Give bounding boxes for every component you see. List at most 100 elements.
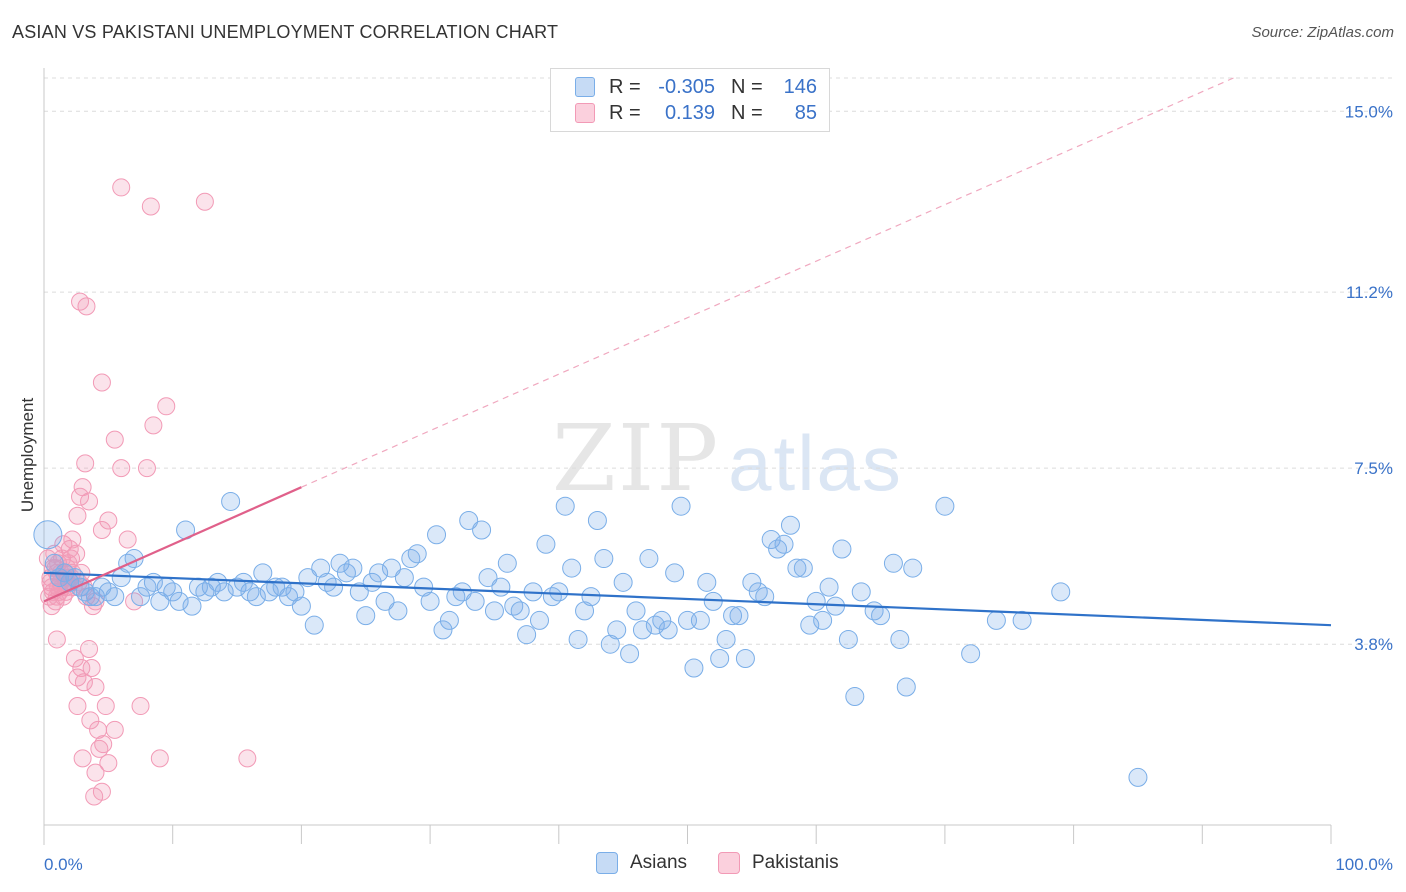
- asian-point: [716, 629, 736, 649]
- asian-point: [394, 568, 414, 588]
- pakistani-point: [92, 373, 111, 392]
- pakistani-point: [86, 678, 105, 697]
- asian-point: [935, 496, 955, 516]
- asian-point: [658, 620, 678, 640]
- tick-labels: 3.8% 7.5% 11.2% 15.0% 0.0% 100.0%: [44, 102, 1393, 874]
- asian-point: [806, 591, 826, 611]
- asian-point: [581, 587, 601, 607]
- pakistani-point: [63, 530, 82, 549]
- asian-point: [111, 568, 131, 588]
- asian-point: [639, 549, 659, 569]
- asian-point: [890, 629, 910, 649]
- asian-point: [594, 549, 614, 569]
- asian-point: [986, 610, 1006, 630]
- legend-label-asians: Asians: [630, 852, 688, 873]
- asian-point: [568, 629, 588, 649]
- asian-point: [600, 634, 620, 654]
- pakistani-trend-line: [43, 486, 302, 603]
- asian-point: [903, 558, 923, 578]
- asian-point: [497, 553, 517, 573]
- pakistani-swatch-icon: [575, 103, 595, 123]
- asian-point: [452, 582, 472, 602]
- asian-point: [478, 568, 498, 588]
- asian-point: [845, 687, 865, 707]
- legend-label-pakistanis: Pakistanis: [752, 852, 839, 873]
- pakistani-point: [99, 754, 118, 773]
- legend-r-label: R =: [609, 101, 641, 124]
- y-tick-label: 11.2%: [1346, 283, 1393, 302]
- pakistani-point: [105, 430, 124, 449]
- pakistani-point: [92, 521, 111, 540]
- asian-point: [607, 620, 627, 640]
- asian-point: [420, 591, 440, 611]
- pakistani-point: [131, 697, 150, 716]
- asian-point: [536, 534, 556, 554]
- asian-point: [349, 582, 369, 602]
- asian-point: [253, 563, 273, 583]
- asian-point: [838, 629, 858, 649]
- asian-point: [407, 544, 427, 564]
- watermark-atlas: atlas: [728, 419, 903, 507]
- asian-point: [555, 496, 575, 516]
- asian-point: [369, 563, 389, 583]
- asian-point: [787, 558, 807, 578]
- source-label: Source: ZipAtlas.com: [1251, 24, 1394, 41]
- pakistani-point: [92, 782, 111, 801]
- asian-point: [221, 491, 241, 511]
- asian-point: [562, 558, 582, 578]
- pakistani-legend-icon: [718, 852, 740, 874]
- pakistani-point: [68, 668, 87, 687]
- asian-point: [343, 558, 363, 578]
- legend-r-value: 0.139: [664, 101, 715, 124]
- legend-n-label: N =: [731, 101, 763, 124]
- asian-point: [1051, 582, 1071, 602]
- trend-lines: [43, 77, 1332, 627]
- legend-n-value: 146: [783, 75, 817, 98]
- pakistani-point: [74, 673, 93, 692]
- asian-point: [832, 539, 852, 559]
- pakistani-point: [81, 711, 100, 730]
- pakistani-point: [82, 658, 101, 677]
- pakistani-points: [38, 178, 257, 806]
- asian-point: [150, 591, 170, 611]
- legend-row-pakistanis: R = 0.139 N = 85: [575, 100, 817, 126]
- asian-point: [311, 558, 331, 578]
- asian-point: [510, 601, 530, 621]
- pakistani-point: [76, 454, 95, 473]
- asian-point: [813, 610, 833, 630]
- asian-point: [381, 558, 401, 578]
- legend-item-asians[interactable]: Asians: [596, 852, 687, 874]
- asian-point: [169, 591, 189, 611]
- pakistani-point: [72, 658, 91, 677]
- legend-item-pakistanis[interactable]: Pakistanis: [718, 852, 839, 874]
- pakistani-point: [238, 749, 257, 768]
- pakistani-point: [54, 535, 73, 554]
- asian-point: [780, 515, 800, 535]
- asian-point: [678, 610, 697, 630]
- asian-point: [33, 520, 63, 550]
- asian-point: [304, 615, 324, 635]
- pakistani-point: [71, 292, 90, 311]
- asian-point: [298, 568, 318, 588]
- pakistani-point: [137, 459, 156, 478]
- asian-point: [439, 610, 459, 630]
- pakistani-point: [67, 544, 86, 563]
- x-tick-label-left: 0.0%: [44, 855, 83, 874]
- asian-point: [774, 534, 794, 554]
- pakistani-trend-extension: [301, 77, 1234, 488]
- legend-row-asians: R = -0.305 N = 146: [575, 74, 817, 100]
- asian-point: [761, 530, 781, 550]
- pakistani-point: [118, 530, 137, 549]
- y-tick-label: 7.5%: [1354, 459, 1393, 478]
- asian-point: [896, 677, 916, 697]
- pakistani-point: [112, 178, 131, 197]
- asian-point: [575, 601, 595, 621]
- pakistani-point: [157, 397, 176, 416]
- pakistani-point: [144, 416, 163, 435]
- asian-point: [330, 553, 350, 573]
- axes: [43, 68, 1332, 845]
- asian-point: [735, 648, 755, 668]
- asian-point: [613, 572, 633, 592]
- asian-point: [375, 591, 395, 611]
